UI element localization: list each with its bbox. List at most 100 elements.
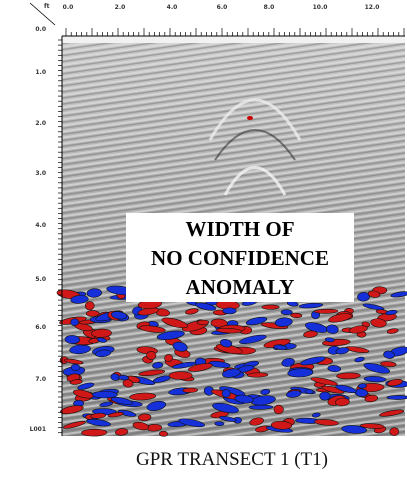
ticks: 0.0 2.0 4.0 6.0 8.0 10.0 12.0 0.0 1.0 2.0 3.0 4.0 5.…	[30, 4, 405, 434]
reflection	[81, 428, 108, 437]
top-tick-label: 8.0	[264, 4, 275, 11]
reflection	[326, 324, 339, 334]
caption: GPR TRANSECT 1 (T1)	[136, 449, 328, 470]
reflection	[313, 308, 339, 314]
corner-line	[29, 2, 56, 26]
reflection	[111, 311, 127, 320]
reflection	[360, 423, 385, 429]
reflection	[146, 400, 167, 412]
reflection	[363, 363, 391, 374]
reflection	[222, 307, 237, 315]
reflection	[390, 291, 407, 298]
reflection	[260, 388, 271, 396]
reflection	[182, 387, 198, 393]
reflection	[261, 304, 280, 310]
reflection	[311, 412, 321, 418]
annotation-line: WIDTH OF	[185, 217, 294, 241]
reflection	[86, 288, 102, 298]
reflection	[168, 371, 193, 380]
reflection	[335, 347, 350, 355]
top-tick-label: 10.0	[313, 4, 328, 11]
reflection	[367, 290, 381, 298]
reflection	[247, 372, 269, 378]
reflection	[178, 418, 206, 428]
left-tick-label: 5.0	[35, 276, 46, 283]
reflection	[314, 419, 339, 426]
reflection	[85, 310, 100, 317]
reflection	[122, 379, 134, 388]
annotation-line: ANOMALY	[186, 275, 295, 299]
reflection	[132, 421, 150, 431]
reflection	[110, 397, 133, 405]
reflection	[389, 427, 400, 436]
reflection	[117, 409, 137, 417]
reflection	[303, 330, 318, 338]
reflection	[319, 391, 331, 401]
reflection	[107, 411, 124, 418]
reflection	[363, 376, 387, 383]
reflection	[195, 302, 217, 311]
reflection	[138, 413, 152, 422]
reflection	[383, 350, 395, 359]
reflection	[69, 344, 91, 355]
left-tick-label: 3.0	[35, 170, 46, 177]
reflection	[91, 390, 118, 399]
corner-label: ft	[44, 3, 50, 10]
top-tick-label: 0.0	[63, 4, 74, 11]
reflection	[221, 389, 231, 398]
reflection	[273, 344, 288, 351]
left-tick-label: 4.0	[35, 222, 46, 229]
left-tick-label: 7.0	[35, 376, 46, 383]
reflection	[114, 428, 129, 436]
reflection	[212, 402, 239, 414]
reflection	[273, 404, 284, 415]
reflection	[328, 313, 352, 323]
top-tick-label: 12.0	[365, 4, 380, 11]
reflection	[234, 394, 254, 404]
line-label: L001	[30, 426, 46, 433]
reflection	[219, 338, 233, 348]
reflection	[386, 395, 407, 400]
reflection	[300, 356, 326, 366]
reflection	[219, 416, 237, 422]
reflection	[70, 295, 89, 304]
reflection	[152, 362, 164, 369]
reflection	[354, 356, 365, 363]
reflection	[91, 328, 112, 338]
reflection	[385, 309, 398, 316]
reflection	[245, 316, 268, 326]
reflection	[321, 385, 345, 394]
reflection	[161, 317, 188, 329]
reflection	[274, 317, 293, 327]
reflection	[138, 369, 166, 377]
reflection	[327, 365, 341, 373]
reflection	[336, 372, 361, 380]
reflection	[290, 312, 303, 319]
reflection	[298, 302, 323, 309]
left-tick-label: 6.0	[35, 324, 46, 331]
annotation-box	[126, 213, 354, 302]
reflection	[62, 420, 86, 429]
reflection	[324, 337, 335, 343]
reflection	[196, 319, 210, 326]
reflection	[156, 330, 185, 341]
reflection	[90, 412, 106, 419]
reflection	[362, 303, 385, 311]
top-tick-label: 2.0	[115, 4, 126, 11]
reflection	[129, 392, 157, 401]
reflection	[286, 390, 302, 398]
reflection	[86, 418, 111, 427]
reflection	[64, 335, 81, 345]
reflection	[348, 325, 368, 334]
reflection	[96, 337, 107, 343]
reflection	[335, 397, 350, 407]
reflection	[310, 377, 338, 386]
reflection	[364, 394, 379, 403]
reflection	[69, 379, 83, 385]
reflection	[118, 374, 129, 381]
left-tick-label: 0.0	[35, 26, 46, 33]
reflection	[215, 328, 242, 334]
reflection	[357, 292, 370, 302]
reflection	[270, 420, 293, 430]
reflection	[239, 334, 267, 344]
